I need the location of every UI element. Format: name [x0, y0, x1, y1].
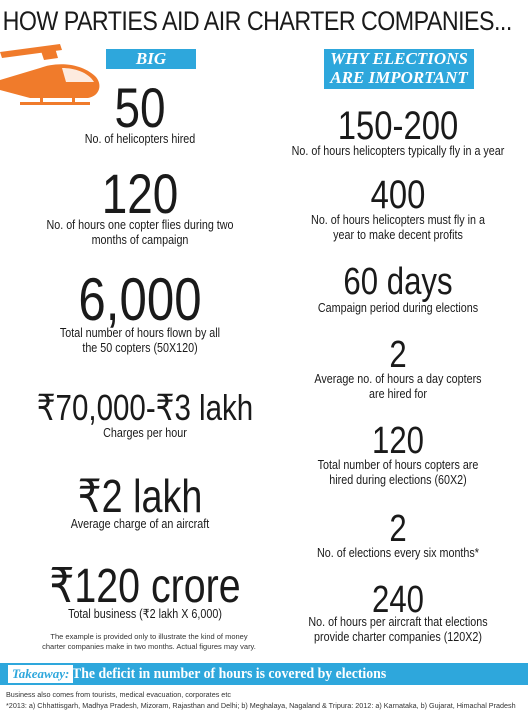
example-footnote: The example is provided only to illustra…	[20, 632, 278, 652]
stat-desc-line: hired during elections (60X2)	[329, 473, 467, 487]
stat-elections-count: 2 No. of elections every six months*	[268, 510, 528, 561]
stat-description: Average charge of an aircraft	[28, 517, 252, 532]
footnote-line: charter companies make in two months. Ac…	[42, 642, 256, 651]
elections-note: *2013: a) Chhattisgarh, Madhya Pradesh, …	[6, 701, 516, 710]
stat-desc-line: Average no. of hours a day copters	[314, 372, 482, 386]
why-elections-heading-line: ARE IMPORTANT	[330, 68, 468, 87]
stat-description: Total business (₹2 lakh X 6,000)	[20, 607, 269, 622]
stat-desc-line: Total number of hours flown by all	[59, 326, 221, 340]
stat-value: 60 days	[343, 261, 453, 303]
stat-value: ₹2 lakh	[77, 470, 203, 522]
stat-desc-line: months of campaign	[91, 233, 189, 247]
stat-desc-line: Average charge of an aircraft	[70, 517, 210, 531]
stat-hours-for-profit: 400 No. of hours helicopters must fly in…	[268, 175, 528, 243]
stat-hours-per-aircraft: 240 No. of hours per aircraft that elect…	[268, 581, 528, 645]
stat-campaign-period: 60 days Campaign period during elections	[268, 263, 528, 316]
why-elections-heading: WHY ELECTIONS ARE IMPORTANT	[324, 49, 474, 89]
page-title: HOW PARTIES AID AIR CHARTER COMPANIES...	[2, 6, 513, 36]
stat-desc-line: No. of hours helicopters typically fly i…	[291, 144, 505, 158]
stat-description: Campaign period during elections	[286, 301, 510, 316]
stat-value: 120	[372, 420, 424, 462]
stat-desc-line: provide charter companies (120X2)	[314, 630, 482, 644]
stat-desc-line: No. of elections every six months*	[317, 546, 479, 560]
stat-description: No. of helicopters hired	[71, 132, 209, 147]
stat-value: 6,000	[78, 266, 202, 333]
stat-helicopters-hired: 50 No. of helicopters hired	[60, 80, 220, 147]
stat-value: ₹70,000-₹3 lakh	[36, 387, 254, 428]
takeaway-label: Takeaway:	[8, 665, 74, 683]
stat-description: Charges per hour	[20, 426, 269, 441]
stat-description: Total number of hours copters are hired …	[286, 458, 510, 488]
stat-value: 150-200	[337, 104, 459, 148]
stat-average-charge: ₹2 lakh Average charge of an aircraft	[10, 473, 270, 532]
stat-total-business: ₹120 crore Total business (₹2 lakh X 6,0…	[0, 563, 290, 622]
why-elections-heading-line: WHY ELECTIONS	[330, 49, 468, 68]
stat-hours-per-year: 150-200 No. of hours helicopters typical…	[268, 106, 528, 159]
stat-desc-line: the 50 copters (50X120)	[82, 341, 198, 355]
stat-value: 240	[372, 579, 424, 621]
stat-desc-line: No. of hours per aircraft that elections	[308, 615, 488, 629]
stat-description: Average no. of hours a day copters are h…	[286, 372, 510, 402]
stat-desc-line: No. of hours one copter flies during two	[46, 218, 234, 232]
stat-description: No. of hours helicopters typically fly i…	[286, 144, 510, 159]
business-note: Business also comes from tourists, medic…	[6, 690, 231, 699]
stat-value: 2	[389, 508, 407, 550]
stat-desc-line: No. of hours helicopters must fly in a	[311, 213, 485, 227]
stat-value: 120	[101, 162, 179, 225]
stat-desc-line: year to make decent profits	[333, 228, 463, 242]
stat-total-hours: 6,000 Total number of hours flown by all…	[10, 270, 270, 356]
stat-hours-per-copter: 120 No. of hours one copter flies during…	[10, 166, 270, 248]
stat-description: No. of hours per aircraft that elections…	[286, 615, 510, 645]
stat-hours-during-elections: 120 Total number of hours copters are hi…	[268, 422, 528, 488]
stat-desc-line: No. of helicopters hired	[84, 132, 196, 146]
stat-description: No. of elections every six months*	[286, 546, 510, 561]
stat-desc-line: Campaign period during elections	[317, 301, 479, 315]
stat-hours-per-day: 2 Average no. of hours a day copters are…	[268, 336, 528, 402]
stat-desc-line: Total number of hours copters are	[317, 458, 479, 472]
stat-value: 50	[114, 76, 166, 139]
stat-desc-line: Charges per hour	[103, 426, 187, 440]
helicopter-icon	[0, 44, 100, 105]
stat-description: No. of hours helicopters must fly in a y…	[286, 213, 510, 243]
takeaway-text: The deficit in number of hours is covere…	[72, 666, 387, 682]
stat-description: Total number of hours flown by all the 5…	[28, 326, 252, 356]
stat-description: No. of hours one copter flies during two…	[28, 218, 252, 248]
takeaway-bar: Takeaway: The deficit in number of hours…	[0, 663, 528, 685]
stat-charges-per-hour: ₹70,000-₹3 lakh Charges per hour	[0, 390, 290, 441]
stat-desc-line: are hired for	[369, 387, 427, 401]
footnote-line: The example is provided only to illustra…	[50, 632, 248, 641]
stat-value: 400	[370, 173, 426, 217]
stat-value: ₹120 crore	[49, 560, 241, 613]
stat-desc-line: Total business (₹2 lakh X 6,000)	[68, 607, 222, 621]
big-bucks-heading: BIG BUCKS	[106, 49, 196, 87]
stat-value: 2	[389, 334, 407, 376]
